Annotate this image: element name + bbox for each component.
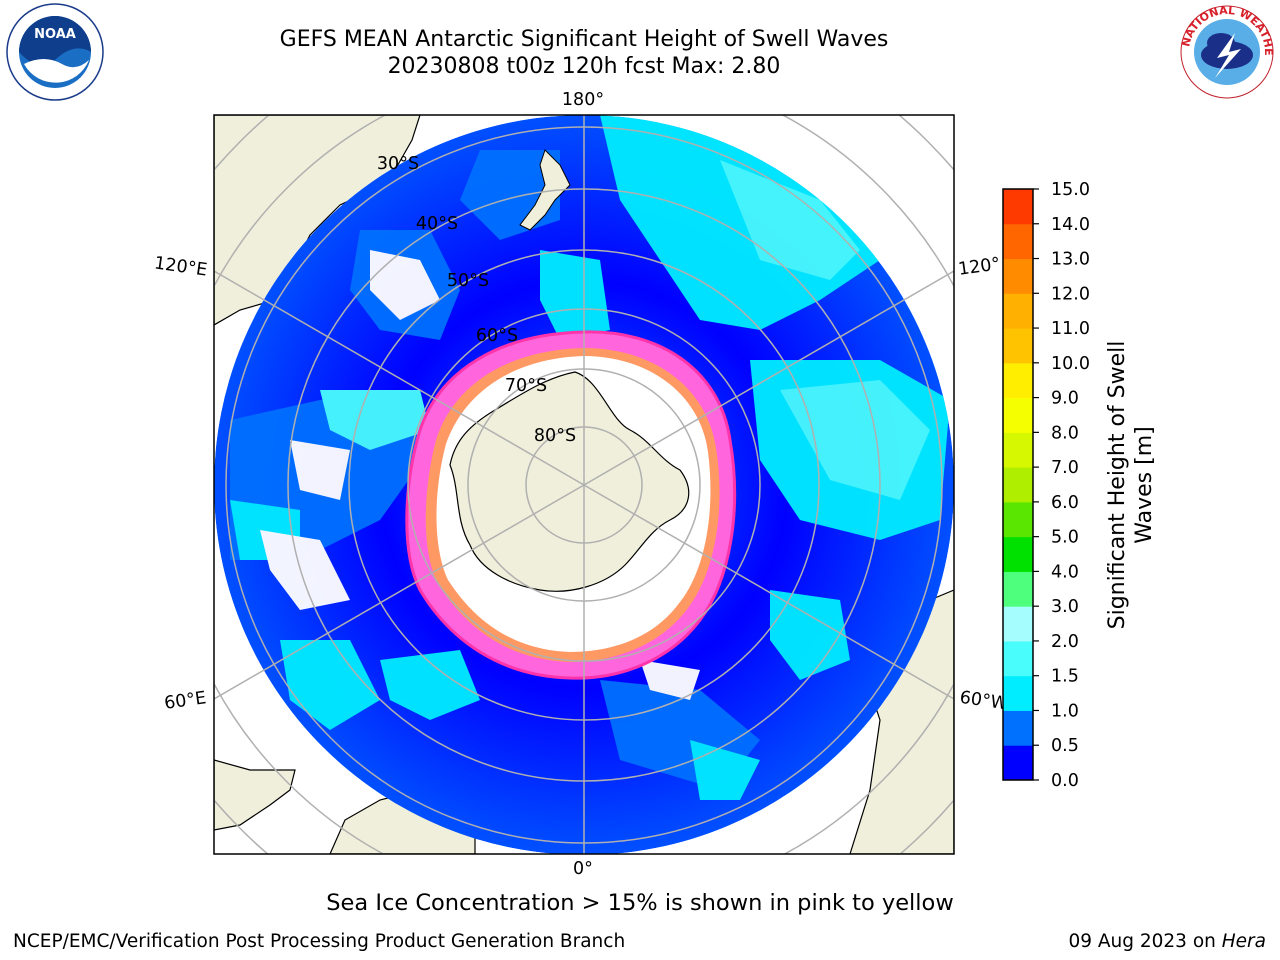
colorbar-tick-label: 4.0 [1051,562,1079,582]
new-zealand-land [519,149,571,231]
lat-label-50s: 50°S [447,271,489,291]
colorbar-tick-label: 6.0 [1051,493,1079,513]
colorbar-label-line1: Significant Height of Swell [1105,341,1130,630]
nws-logo-icon: NATIONAL WEATHER SERVICE [1177,3,1275,99]
colorbar-ticks: 0.0 0.5 1.0 1.5 2.0 3.0 4.0 5.0 6.0 7.0 8.0 9.0 10.0… [1033,180,1090,791]
colorbar-swatch [1003,189,1033,225]
colorbar-tick-label: 3.0 [1051,597,1079,617]
colorbar-swatch [1003,432,1033,468]
graticule [214,115,954,854]
colorbar-tick-label: 1.5 [1051,667,1079,687]
colorbar-tick-label: 10.0 [1051,354,1090,374]
colorbar-tick-label: 5.0 [1051,528,1079,548]
colorbar-swatch [1003,397,1033,433]
colorbar-tick-label: 8.0 [1051,423,1079,443]
colorbar-tick-label: 0.5 [1051,736,1079,756]
colorbar-tick-label: 11.0 [1051,319,1090,339]
map-frame [213,114,955,855]
lat-label-70s: 70°S [505,376,547,396]
colorbar-swatch [1003,710,1033,746]
colorbar-tick-label: 14.0 [1051,215,1090,235]
colorbar-swatches [1003,189,1033,781]
colorbar-tick-label: 2.0 [1051,632,1079,652]
sea-ice-note: Sea Ice Concentration > 15% is shown in … [326,890,954,916]
lat-label-30s: 30°S [377,154,419,174]
colorbar-tick-label: 1.0 [1051,701,1079,721]
colorbar-swatch [1003,745,1033,781]
noaa-logo-icon: NOAA [6,3,104,101]
noaa-logo-text: NOAA [34,27,76,42]
date-stamp: 09 Aug 2023 on Hera [1068,931,1266,952]
colorbar-tick-label: 7.0 [1051,458,1079,478]
chart-title: GEFS MEAN Antarctic Significant Height o… [279,27,889,52]
colorbar-tick-label: 13.0 [1051,250,1090,270]
colorbar-swatch [1003,467,1033,503]
credit-text: NCEP/EMC/Verification Post Processing Pr… [13,931,626,952]
colorbar-swatch [1003,258,1033,294]
colorbar-tick-label: 12.0 [1051,284,1090,304]
date-stamp-host: Hera [1221,931,1266,952]
lat-label-40s: 40°S [416,214,458,234]
colorbar-swatch [1003,536,1033,572]
antarctica-land [449,371,690,592]
colorbar-swatch [1003,328,1033,364]
colorbar-label-line2: Waves [m] [1132,426,1157,543]
colorbar-swatch [1003,675,1033,711]
colorbar-swatch [1003,223,1033,260]
colorbar-swatch [1003,640,1033,677]
colorbar-swatch [1003,362,1033,399]
lat-label-60s: 60°S [476,326,518,346]
colorbar-frame [1002,188,1034,781]
chart-subtitle: 20230808 t00z 120h fcst Max: 2.80 [387,54,781,79]
colorbar-swatch [1003,606,1033,642]
lon-label-180: 180° [562,90,604,110]
colorbar-tick-label: 0.0 [1051,771,1079,791]
colorbar-tick-label: 15.0 [1051,180,1090,200]
colorbar-swatch [1003,501,1033,538]
colorbar-tick-label: 9.0 [1051,389,1079,409]
lon-label-0: 0° [573,859,593,879]
date-stamp-date: 09 Aug 2023 on [1068,931,1222,952]
colorbar-swatch [1003,293,1033,329]
lat-label-80s: 80°S [534,426,576,446]
colorbar-swatch [1003,571,1033,607]
